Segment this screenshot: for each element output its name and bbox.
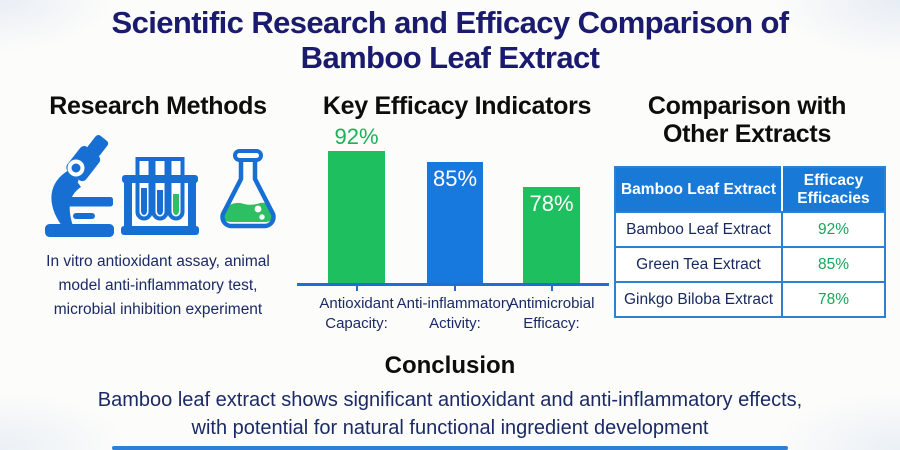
extract-name-cell: Green Tea Extract	[614, 246, 783, 283]
efficacy-value-cell: 78%	[781, 281, 886, 318]
axis-tick	[355, 285, 358, 291]
comparison-heading-line2: Other Extracts	[662, 120, 832, 148]
research-description: In vitro antioxidant assay, animal model…	[22, 250, 294, 322]
category-label: Antimicrobial Efficacy:	[508, 295, 595, 333]
bar-value-label: 85%	[432, 166, 478, 191]
comparison-heading-line1: Comparison with	[647, 92, 847, 120]
bar-value-label: 78%	[529, 191, 574, 216]
comparison-table-body: Bamboo Leaf Extract 92% Green Tea Extract 8…	[614, 211, 886, 318]
table-row: Bamboo Leaf Extract 92%	[614, 211, 886, 248]
x-axis-line	[297, 283, 609, 286]
extract-name-cell: Bamboo Leaf Extract	[614, 211, 783, 248]
conclusion-line1: Bamboo leaf extract shows significant an…	[97, 389, 803, 411]
bar-Anti-inflammatory Activity:	[427, 162, 483, 283]
efficacy-value-cell: 85%	[781, 246, 886, 283]
bar-value-label: 92%	[334, 124, 379, 149]
research-description-line: model anti-inflammatory test,	[58, 277, 258, 295]
page-title: Scientific Research and Efficacy Compari…	[0, 5, 900, 75]
conclusion-text: Bamboo leaf extract shows significant an…	[0, 387, 900, 442]
flask-icon	[214, 148, 282, 245]
comparison-heading: Comparison with Other Extracts	[618, 92, 876, 148]
table-header-efficacy: Efficacy Efficacies	[781, 166, 886, 213]
research-description-line: In vitro antioxidant assay, animal	[46, 253, 270, 270]
bar-Antioxidant Capacity:	[328, 151, 385, 283]
table-header-extract: Bamboo Leaf Extract	[614, 166, 783, 213]
conclusion-line2: with potential for natural functional in…	[191, 416, 709, 439]
axis-tick	[454, 285, 456, 291]
bar-chart: 92% Antioxidant Capacity: 85% Anti-inflamma…	[297, 126, 613, 335]
extract-name-cell: Ginkgo Biloba Extract	[614, 281, 783, 318]
table-row: Green Tea Extract 85%	[614, 246, 886, 283]
comparison-table: Bamboo Leaf Extract Efficacy Efficacies …	[614, 166, 886, 318]
table-header-row: Bamboo Leaf Extract Efficacy Efficacies	[614, 166, 886, 213]
bar-Antimicrobial Efficacy:	[523, 187, 580, 283]
page-title-line2: Bamboo Leaf Extract	[300, 40, 600, 76]
research-description-line: microbial inhibition experiment	[53, 301, 263, 319]
bottom-accent-bar	[112, 446, 788, 450]
category-label: Antioxidant Capacity:	[319, 295, 394, 333]
research-methods-heading: Research Methods	[49, 92, 267, 120]
test-tubes-icon	[120, 154, 200, 247]
conclusion-heading: Conclusion	[384, 352, 516, 379]
page-title-line1: Scientific Research and Efficacy Compari…	[111, 5, 790, 40]
efficacy-value-cell: 92%	[781, 211, 886, 248]
microscope-icon	[38, 134, 122, 243]
axis-tick	[550, 285, 553, 291]
category-label: Anti-inflammatory Activity:	[396, 295, 514, 333]
table-row: Ginkgo Biloba Extract 78%	[614, 281, 886, 318]
key-efficacy-indicators-heading: Key Efficacy Indicators	[322, 92, 592, 120]
